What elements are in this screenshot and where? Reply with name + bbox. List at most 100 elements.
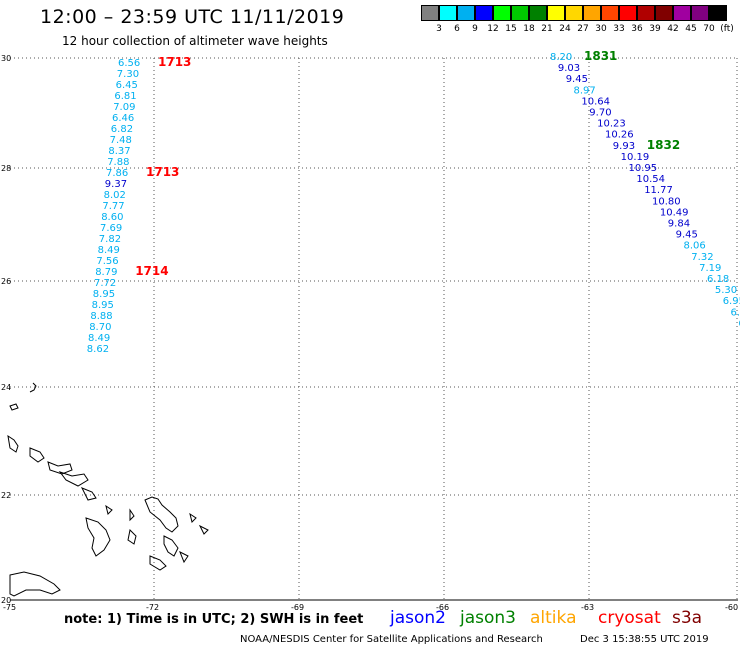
legend-cryosat: cryosat [598,608,661,628]
swh-value: 8.49 [88,333,110,344]
swh-value: 11.77 [644,185,673,196]
scale-label: 30 [595,24,607,34]
swh-value: 6.56 [118,58,140,69]
swh-value: 8.60 [101,212,123,223]
scale-swatch [709,5,727,21]
swh-value: 9.84 [668,219,690,230]
map-title: 12:00 – 23:59 UTC 11/11/2019 [40,6,345,28]
swh-value: 10.49 [660,207,689,218]
swh-value: 8.79 [95,267,117,278]
swh-value: 6.81 [114,91,136,102]
scale-swatch [601,5,619,21]
scale-swatch [457,5,475,21]
scale-label: 33 [613,24,625,34]
scale-swatch [439,5,457,21]
swh-value: 7.48 [110,135,132,146]
scale-label: 24 [559,24,571,34]
lat-tick-30: 30 [1,54,11,63]
swh-value: 8.37 [108,146,130,157]
scale-label: 42 [667,24,679,34]
scale-swatch [547,5,565,21]
footer-note: note: 1) Time is in UTC; 2) SWH is in fe… [64,612,364,627]
swh-value: 7.30 [117,69,139,80]
swh-value: 9.70 [589,108,611,119]
map-subtitle: 12 hour collection of altimeter wave hei… [62,34,328,48]
lon-tick-69: -69 [291,603,304,612]
swh-value: 5.30 [715,285,737,296]
time-label: 1713 [146,165,179,179]
lon-tick-60: -60 [725,603,738,612]
scale-swatch [637,5,655,21]
swh-value: 7.77 [102,201,124,212]
coastline [7,382,209,597]
swh-value: 7.32 [691,252,713,263]
swh-value: 10.64 [581,96,610,107]
track-layer: 6.567.306.456.817.096.466.827.488.377.88… [87,49,740,355]
lon-tick-63: -63 [581,603,594,612]
scale-label: 6 [454,24,460,34]
lon-tick-75: -75 [3,603,16,612]
lat-tick-20: 20 [1,596,11,605]
swh-value: 10.26 [605,130,634,141]
swh-value: 8.20 [550,52,572,63]
scale-label: (ft) [720,24,734,34]
scale-label: 9 [472,24,478,34]
scale-swatch [583,5,601,21]
scale-swatch [493,5,511,21]
swh-value: 9.45 [676,230,698,241]
swh-value: 7.82 [99,234,121,245]
scale-label: 18 [523,24,535,34]
scale-swatch [673,5,691,21]
swh-value: 9.93 [613,141,635,152]
scale-label: 12 [487,24,499,34]
scale-label: 39 [649,24,661,34]
swh-value: 10.23 [597,119,626,130]
lon-tick-72: -72 [146,603,159,612]
legend-s3a: s3a [672,608,703,628]
scale-swatch [565,5,583,21]
grid-lines [10,57,738,600]
legend-jason3: jason3 [460,608,516,628]
time-label: 1714 [135,264,168,278]
lon-tick-66: -66 [436,603,449,612]
swh-value: 7.88 [107,157,129,168]
swh-value: 8.02 [104,190,126,201]
swh-value: 10.54 [636,174,665,185]
swh-value: 6.95 [723,296,740,307]
swh-value: 8.97 [574,85,596,96]
lat-tick-24: 24 [1,383,11,392]
scale-swatch [421,5,439,21]
swh-value: 7.09 [113,102,135,113]
scale-swatch [691,5,709,21]
swh-value: 8.06 [684,241,706,252]
swh-value: 10.80 [652,196,681,207]
swh-value: 6.46 [112,113,134,124]
scale-label: 21 [541,24,553,34]
swh-value: 9.45 [566,74,588,85]
lat-tick-22: 22 [1,491,11,500]
swh-value: 7.56 [96,256,118,267]
scale-label: 3 [436,24,442,34]
swh-value: 8.70 [89,322,111,333]
swh-value: 7.69 [100,223,122,234]
swh-value: 6.18 [707,274,729,285]
generated-datetime: Dec 3 15:38:55 UTC 2019 [580,634,709,645]
swh-value: 8.49 [98,245,120,256]
lat-tick-28: 28 [1,164,11,173]
swh-value: 9.37 [105,179,127,190]
swh-value: 10.19 [621,152,650,163]
swh-value: 7.86 [106,168,128,179]
swh-value: 7.72 [94,278,116,289]
credit-text: NOAA/NESDIS Center for Satellite Applica… [240,634,543,645]
scale-swatch [529,5,547,21]
lat-tick-26: 26 [1,277,11,286]
swh-value: 6.82 [111,124,133,135]
scale-label: 36 [631,24,643,34]
swh-value: 6.51 [738,318,740,329]
swh-value: 6.45 [116,80,138,91]
legend-jason2: jason2 [390,608,446,628]
time-label: 1713 [158,55,191,69]
scale-swatch [619,5,637,21]
swh-value: 7.19 [699,263,721,274]
